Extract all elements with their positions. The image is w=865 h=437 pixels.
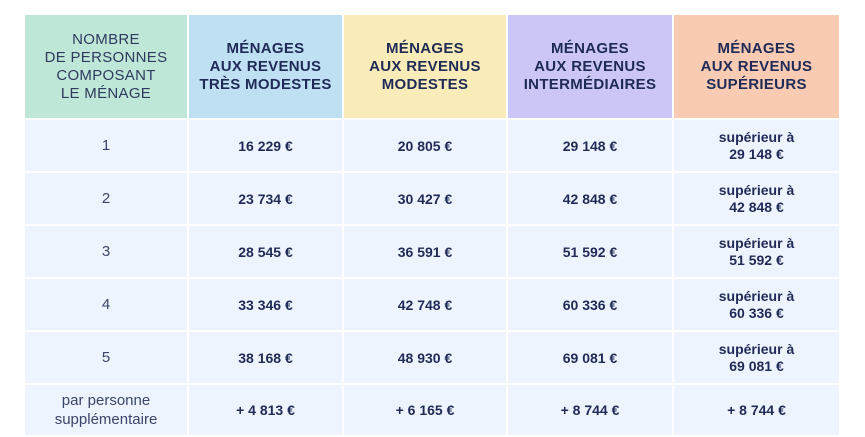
tres-modestes-cell: 33 346 € xyxy=(189,279,344,332)
modestes-cell: 36 591 € xyxy=(344,226,508,279)
header-tres-modestes: MÉNAGES AUX REVENUS TRÈS MODESTES xyxy=(189,15,344,120)
intermediaires-cell: 69 081 € xyxy=(508,332,674,385)
superieurs-cell: supérieur à 51 592 € xyxy=(674,226,841,279)
table-row: 4 33 346 € 42 748 € 60 336 € supérieur à… xyxy=(25,279,841,332)
superieurs-cell: + 8 744 € xyxy=(674,385,841,437)
header-line: DE PERSONNES xyxy=(44,48,168,66)
intermediaires-cell: 29 148 € xyxy=(508,120,674,173)
header-line: AUX REVENUS xyxy=(700,57,813,75)
superieurs-amount: 69 081 € xyxy=(729,357,784,374)
header-line: TRÈS MODESTES xyxy=(199,75,332,93)
tres-modestes-cell: 16 229 € xyxy=(189,120,344,173)
superieurs-amount: 60 336 € xyxy=(729,304,784,321)
header-line: MÉNAGES xyxy=(717,39,796,57)
table-row-extra-person: par personne supplémentaire + 4 813 € + … xyxy=(25,385,841,437)
superieurs-cell: supérieur à 42 848 € xyxy=(674,173,841,226)
header-line: COMPOSANT xyxy=(56,66,156,84)
header-line: INTERMÉDIAIRES xyxy=(523,75,657,93)
header-line: AUX REVENUS xyxy=(209,57,322,75)
superieurs-prefix: supérieur à xyxy=(718,128,795,145)
table-row: 2 23 734 € 30 427 € 42 848 € supérieur à… xyxy=(25,173,841,226)
header-line: MODESTES xyxy=(381,75,469,93)
tres-modestes-cell: 23 734 € xyxy=(189,173,344,226)
table-header: NOMBRE DE PERSONNES COMPOSANT LE MÉNAGE … xyxy=(25,15,841,120)
intermediaires-cell: 42 848 € xyxy=(508,173,674,226)
modestes-cell: 20 805 € xyxy=(344,120,508,173)
header-line: AUX REVENUS xyxy=(369,57,481,75)
superieurs-amount: 29 148 € xyxy=(729,145,784,162)
tres-modestes-cell: 28 545 € xyxy=(189,226,344,279)
header-line: SUPÉRIEURS xyxy=(706,75,807,93)
tres-modestes-cell: + 4 813 € xyxy=(189,385,344,437)
extra-person-label-line: par personne xyxy=(61,392,151,409)
header-intermediaires: MÉNAGES AUX REVENUS INTERMÉDIAIRES xyxy=(508,15,674,120)
superieurs-amount: 42 848 € xyxy=(729,198,784,215)
header-line: MÉNAGES xyxy=(551,39,629,57)
superieurs-prefix: supérieur à xyxy=(718,340,795,357)
household-size-cell: 3 xyxy=(25,226,189,279)
header-line: NOMBRE xyxy=(72,30,140,48)
modestes-cell: 30 427 € xyxy=(344,173,508,226)
superieurs-cell: supérieur à 69 081 € xyxy=(674,332,841,385)
modestes-cell: 42 748 € xyxy=(344,279,508,332)
superieurs-cell: supérieur à 29 148 € xyxy=(674,120,841,173)
superieurs-prefix: supérieur à xyxy=(718,181,795,198)
superieurs-prefix: supérieur à xyxy=(718,287,795,304)
household-size-cell: 4 xyxy=(25,279,189,332)
table-row: 1 16 229 € 20 805 € 29 148 € supérieur à… xyxy=(25,120,841,173)
header-line: LE MÉNAGE xyxy=(60,84,152,102)
household-size-cell: 5 xyxy=(25,332,189,385)
modestes-cell: 48 930 € xyxy=(344,332,508,385)
income-thresholds-table: NOMBRE DE PERSONNES COMPOSANT LE MÉNAGE … xyxy=(25,15,841,437)
header-line: MÉNAGES xyxy=(386,39,464,57)
household-size-cell: 2 xyxy=(25,173,189,226)
tres-modestes-cell: 38 168 € xyxy=(189,332,344,385)
header-line: AUX REVENUS xyxy=(534,57,646,75)
header-superieurs: MÉNAGES AUX REVENUS SUPÉRIEURS xyxy=(674,15,841,120)
table-body: 1 16 229 € 20 805 € 29 148 € supérieur à… xyxy=(25,120,841,437)
table-row: 5 38 168 € 48 930 € 69 081 € supérieur à… xyxy=(25,332,841,385)
intermediaires-cell: + 8 744 € xyxy=(508,385,674,437)
household-size-cell: 1 xyxy=(25,120,189,173)
table-row: 3 28 545 € 36 591 € 51 592 € supérieur à… xyxy=(25,226,841,279)
superieurs-cell: supérieur à 60 336 € xyxy=(674,279,841,332)
modestes-cell: + 6 165 € xyxy=(344,385,508,437)
superieurs-prefix: supérieur à xyxy=(718,234,795,251)
header-household-size: NOMBRE DE PERSONNES COMPOSANT LE MÉNAGE xyxy=(25,15,189,120)
superieurs-amount: 51 592 € xyxy=(729,251,784,268)
header-modestes: MÉNAGES AUX REVENUS MODESTES xyxy=(344,15,508,120)
intermediaires-cell: 51 592 € xyxy=(508,226,674,279)
header-line: MÉNAGES xyxy=(226,39,305,57)
extra-person-label-line: supplémentaire xyxy=(54,411,158,428)
extra-person-label-cell: par personne supplémentaire xyxy=(25,385,189,437)
intermediaires-cell: 60 336 € xyxy=(508,279,674,332)
header-row: NOMBRE DE PERSONNES COMPOSANT LE MÉNAGE … xyxy=(25,15,841,120)
